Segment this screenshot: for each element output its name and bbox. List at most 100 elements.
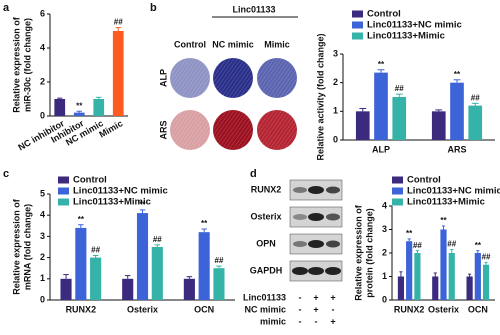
legend-label: Control [407,175,441,186]
significance-label: ## [114,18,123,27]
significance-label: ## [395,84,404,93]
band-label: Osterix [250,211,281,221]
y-axis-label: mRNA (fold change) [22,204,32,290]
y-tick-label: 6 [40,8,45,18]
stain-images: Linc01133 Control NC mimic Mimic ALP ARS [158,4,298,150]
legend-swatch [392,198,403,206]
y-tick-label: 0 [333,134,338,144]
bar [440,229,447,300]
y-tick-label: 2 [40,76,45,86]
band-label: RUNX2 [251,184,282,194]
bar [93,99,105,116]
panel-label: a [3,2,10,14]
y-tick-label: 5 [40,188,45,198]
y-tick-label: 0 [40,110,45,120]
y-tick-label: 3 [40,231,45,241]
y-tick-label: 0 [40,294,45,304]
y-tick-label: 4 [382,200,387,210]
y-tick-label: 1 [333,106,338,116]
legend-swatch [352,32,363,40]
y-tick-label: 4 [40,210,45,220]
y-tick-label: 4 [40,42,45,52]
significance-label: ** [475,241,482,250]
legend-label: Linc01133+Mimic [367,31,445,42]
panel-label: c [3,168,9,180]
condition-mark: + [330,316,335,326]
legend-swatch [58,187,69,195]
band-label: GAPDH [250,265,283,275]
legend-label: Linc01133+NC mimic [407,186,500,197]
condition-label: mimic [260,316,286,326]
condition-mark: - [315,316,318,326]
bar [474,253,481,300]
column-label: Control [174,39,206,49]
bar [432,276,439,300]
bar [136,213,149,300]
significance-label: ** [76,101,83,110]
y-tick-label: 3 [333,48,338,58]
y-axis-label: Relative expression of [11,16,21,113]
y-tick-label: 0 [382,294,387,304]
band-label: OPN [256,238,276,248]
legend-swatch [392,187,403,195]
bar [466,276,473,300]
legend-label: Linc01133+Mimic [73,197,151,208]
y-tick-label: 2 [382,247,387,257]
significance-label: ** [139,200,146,209]
legend-swatch [352,21,363,29]
panel-label: b [150,2,157,14]
bar [431,111,446,140]
significance-label: ## [471,93,480,102]
bar [406,241,413,300]
legend-swatch [352,10,363,18]
legend-swatch [392,176,403,184]
bar [112,31,124,116]
x-tick-label: ALP [372,144,390,154]
legend-label: Linc01133+NC mimic [73,186,168,197]
bar [450,82,464,140]
panel-label: d [250,168,257,180]
x-tick-label: OCN [468,304,488,314]
condition-mark: + [330,292,335,302]
bar [90,257,102,300]
legend-label: Linc01133+NC mimic [367,20,462,31]
x-tick-label: OCN [194,304,214,314]
y-axis-label: Relative expression of [11,198,21,295]
x-tick-label: Osterix [127,304,158,314]
x-tick-label: ARS [447,144,466,154]
y-tick-label: 1 [382,271,387,281]
x-tick-label: Osterix [428,304,459,314]
y-axis-label: protein (fold change) [364,208,374,298]
image-header: Linc01133 [232,4,275,14]
legend-label: Linc01133+Mimic [407,197,485,208]
significance-label: ** [440,216,447,225]
significance-label: ** [201,219,208,228]
bar [151,247,163,300]
condition-mark: - [299,316,302,326]
significance-label: ## [447,240,456,249]
condition-label: Linc01133 [243,292,286,302]
legend-label: Control [73,175,107,186]
bar [468,105,483,140]
bar [392,97,407,140]
bar [448,253,455,300]
significance-label: ** [78,215,85,224]
legend-swatch [58,198,69,206]
significance-label: ## [413,241,422,250]
blot-strips [289,179,343,282]
bar [414,253,421,300]
x-tick-label: RUNX2 [66,304,97,314]
row-label: ARS [158,120,168,139]
legend-label: Control [367,9,401,20]
row-label: ALP [158,69,168,87]
y-tick-label: 2 [333,77,338,87]
condition-mark: - [299,292,302,302]
bar [54,99,66,116]
bar [60,278,72,300]
western-blot: RUNX2 Osterix OPN GAPDH Linc01133 NC mim… [243,179,343,326]
column-label: Mimic [264,39,290,49]
y-tick-label: 2 [40,252,45,262]
significance-label: ** [378,60,385,69]
y-axis-label: Relative expression of [353,204,363,301]
